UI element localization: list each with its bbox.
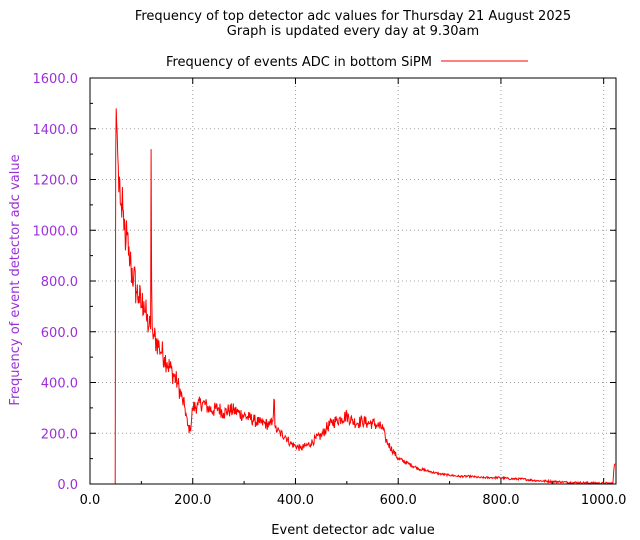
x-tick-label: 1000.0 [581, 493, 627, 508]
chart-title: Frequency of top detector adc values for… [135, 9, 571, 24]
y-axis-ticks: 0.0 200.0 400.0 600.0 800.0 1000.0 1200.0 1400.… [33, 72, 616, 493]
plot-frame [89, 77, 617, 485]
series-line [114, 108, 616, 486]
y-tick-label: 0.0 [57, 478, 78, 493]
legend: Frequency of events ADC in bottom SiPM [166, 55, 528, 70]
x-tick-label: 200.0 [174, 493, 211, 508]
y-tick-label: 800.0 [41, 275, 78, 290]
x-tick-label: 600.0 [380, 493, 417, 508]
y-tick-label: 200.0 [41, 427, 78, 442]
x-tick-label: 800.0 [482, 493, 519, 508]
y-axis-label: Frequency of event detector adc value [8, 154, 23, 405]
y-tick-label: 400.0 [41, 377, 78, 392]
x-axis-ticks: 0.0 200.0 400.0 600.0 800.0 1000.0 [80, 78, 627, 508]
x-axis-label: Event detector adc value [271, 523, 434, 538]
x-tick-label: 0.0 [80, 493, 101, 508]
y-tick-label: 1400.0 [33, 123, 79, 138]
y-tick-label: 600.0 [41, 326, 78, 341]
y-tick-label: 1200.0 [33, 174, 79, 189]
y-tick-label: 1000.0 [33, 224, 79, 239]
chart-subtitle: Graph is updated every day at 9.30am [227, 24, 479, 39]
y-tick-label: 1600.0 [33, 72, 79, 87]
x-tick-label: 400.0 [277, 493, 314, 508]
legend-label: Frequency of events ADC in bottom SiPM [166, 55, 432, 70]
